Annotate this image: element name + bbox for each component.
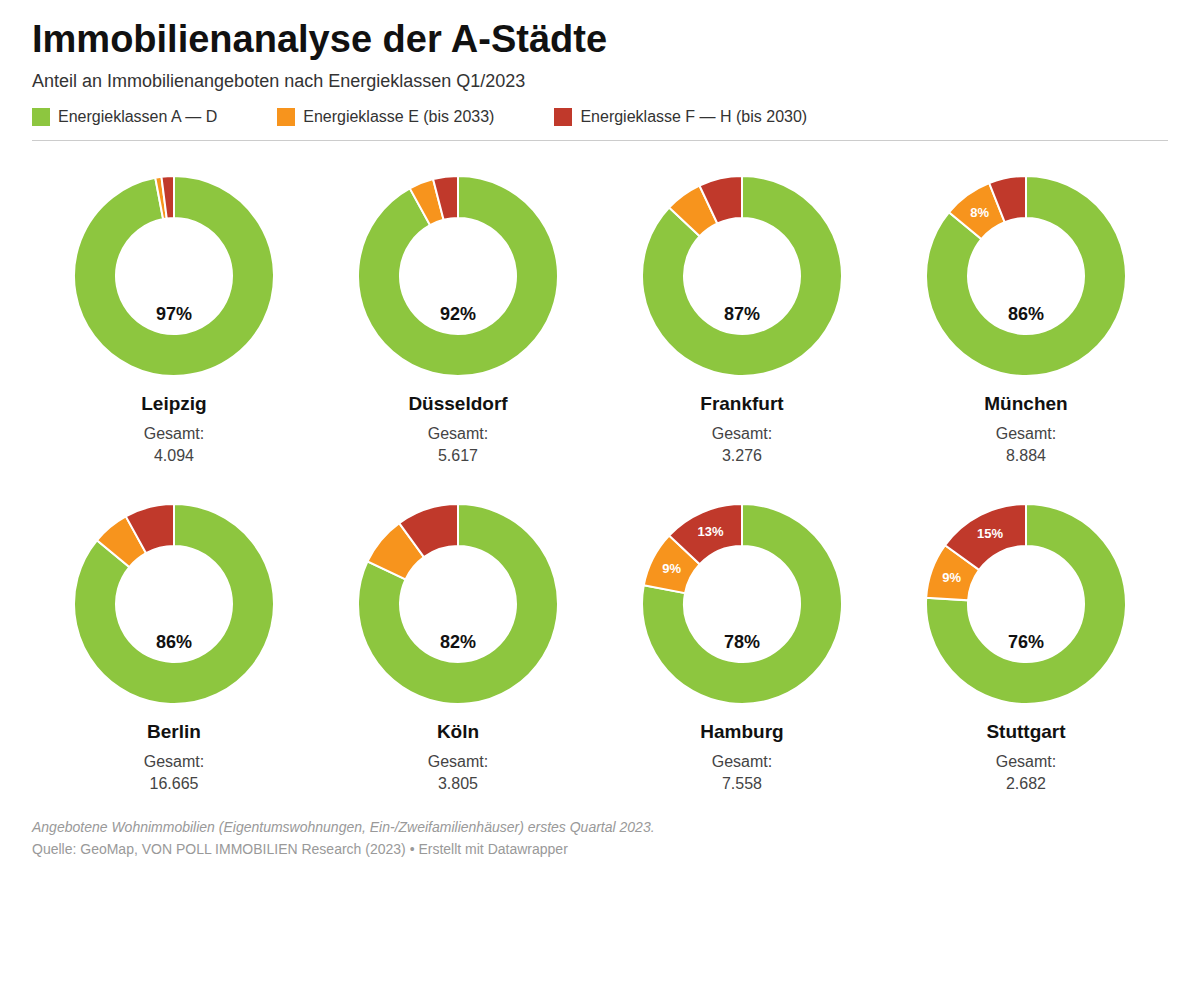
svg-text:86%: 86% — [1008, 304, 1044, 324]
html-text:Angebotene Wohnimmobilien (Eig: Angebotene Wohnimmobilien (Eigentumswohn… — [32, 819, 655, 835]
html-text:7.558: 7.558 — [722, 775, 762, 792]
svg-text:9%: 9% — [662, 561, 681, 576]
html-text:Köln: Köln — [436, 721, 480, 742]
html-text:Gesamt:: Gesamt: — [711, 753, 773, 770]
html-text:Gesamt:: Gesamt: — [995, 753, 1057, 770]
html-text:Immobilienanalyse der A-Städte: Immobilienanalyse der A-Städte — [32, 18, 608, 60]
html-text:Gesamt:: Gesamt: — [427, 753, 489, 770]
html-text:3.276: 3.276 — [722, 447, 762, 464]
html-text:Quelle: GeoMap, VON POLL IMMOB: Quelle: GeoMap, VON POLL IMMOBILIEN Rese… — [32, 841, 568, 857]
html-text:2.682: 2.682 — [1006, 775, 1046, 792]
svg-text:13%: 13% — [698, 524, 724, 539]
html-text:3.805: 3.805 — [438, 775, 478, 792]
html-text:Stuttgart: Stuttgart — [986, 721, 1066, 742]
html-text:8.884: 8.884 — [1006, 447, 1046, 464]
svg-text:87%: 87% — [724, 304, 760, 324]
svg-text:97%: 97% — [156, 304, 192, 324]
svg-text:15%: 15% — [977, 526, 1003, 541]
svg-text:76%: 76% — [1008, 632, 1044, 652]
svg-text:78%: 78% — [724, 632, 760, 652]
svg-text:86%: 86% — [156, 632, 192, 652]
svg-text:92%: 92% — [440, 304, 476, 324]
svg-text:8%: 8% — [970, 205, 989, 220]
html-text:Gesamt:: Gesamt: — [995, 425, 1057, 442]
svg-text:9%: 9% — [942, 570, 961, 585]
html-text:4.094: 4.094 — [154, 447, 194, 464]
html-text:Anteil an Immobilienangeboten: Anteil an Immobilienangeboten nach Energ… — [32, 71, 526, 91]
html-text:Leipzig: Leipzig — [141, 393, 207, 414]
html-text:Gesamt:: Gesamt: — [143, 425, 205, 442]
html-text:Energieklasse F — H (bis 2030): Energieklasse F — H (bis 2030) — [580, 108, 808, 125]
html-text:Hamburg: Hamburg — [700, 721, 784, 742]
html-text:Frankfurt: Frankfurt — [700, 393, 784, 414]
html-text:16.665: 16.665 — [149, 775, 199, 792]
svg-text:82%: 82% — [440, 632, 476, 652]
html-text:Energieklasse E (bis 2033): Energieklasse E (bis 2033) — [303, 108, 495, 125]
html-text:Gesamt:: Gesamt: — [427, 425, 489, 442]
html-text:Gesamt:: Gesamt: — [711, 425, 773, 442]
html-text:München: München — [984, 393, 1068, 414]
html-text:Energieklassen A — D: Energieklassen A — D — [58, 108, 218, 125]
html-text:Düsseldorf: Düsseldorf — [408, 393, 508, 414]
html-text:5.617: 5.617 — [438, 447, 478, 464]
html-text:Gesamt:: Gesamt: — [143, 753, 205, 770]
html-text:Berlin: Berlin — [147, 721, 201, 742]
